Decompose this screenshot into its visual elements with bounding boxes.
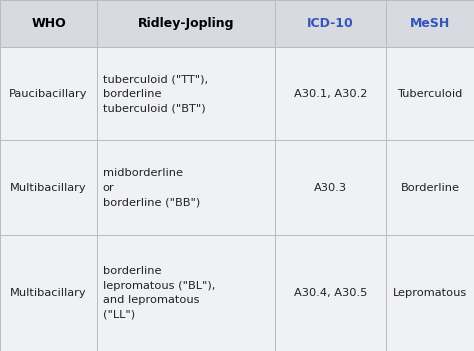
Bar [0,140,97,235]
Bar [275,0,386,47]
Text: A30.3: A30.3 [314,183,347,193]
Bar [97,47,275,140]
Text: ICD-10: ICD-10 [307,17,354,30]
Text: Lepromatous: Lepromatous [393,288,467,298]
Text: tuberculoid ("TT"),
borderline
tuberculoid ("BT"): tuberculoid ("TT"), borderline tuberculo… [103,74,208,113]
Bar [275,235,386,351]
Bar [0,47,97,140]
Bar [275,140,386,235]
Text: MeSH: MeSH [410,17,450,30]
Bar [386,47,474,140]
Text: A30.1, A30.2: A30.1, A30.2 [294,89,367,99]
Bar [97,235,275,351]
Bar [0,0,97,47]
Text: Multibacillary: Multibacillary [10,288,87,298]
Text: Ridley-Jopling: Ridley-Jopling [138,17,234,30]
Bar [386,235,474,351]
Bar [97,0,275,47]
Text: WHO: WHO [31,17,66,30]
Text: borderline
lepromatous ("BL"),
and lepromatous
("LL"): borderline lepromatous ("BL"), and lepro… [103,266,215,320]
Bar [386,0,474,47]
Text: midborderline
or
borderline ("BB"): midborderline or borderline ("BB") [103,168,200,207]
Bar [386,140,474,235]
Bar [275,47,386,140]
Text: Tuberculoid: Tuberculoid [398,89,463,99]
Text: A30.4, A30.5: A30.4, A30.5 [294,288,367,298]
Bar [0,235,97,351]
Text: Multibacillary: Multibacillary [10,183,87,193]
Text: Paucibacillary: Paucibacillary [9,89,88,99]
Text: Borderline: Borderline [401,183,460,193]
Bar [97,140,275,235]
